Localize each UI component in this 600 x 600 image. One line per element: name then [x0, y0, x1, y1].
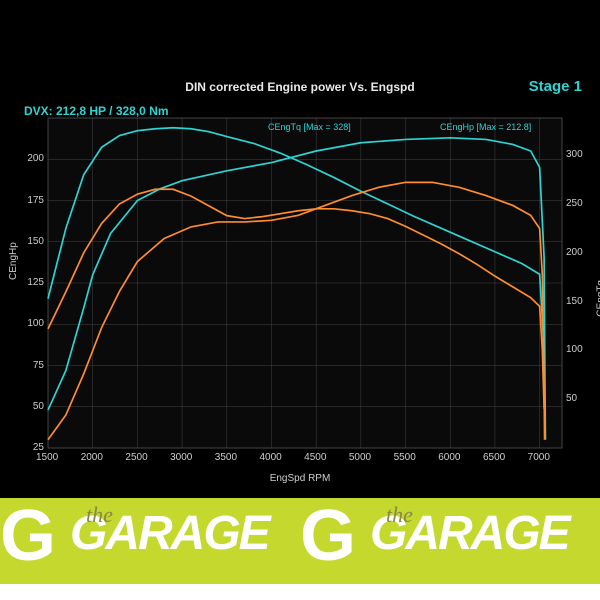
x-axis-label: EngSpd RPM [0, 473, 600, 484]
y-right-tick: 150 [566, 296, 583, 307]
y-left-tick: 125 [27, 277, 44, 288]
y-left-tick: 25 [33, 442, 44, 453]
x-tick: 6500 [483, 452, 505, 463]
logo-g-icon: G [0, 500, 56, 572]
garage-logo: GGARAGEthe [0, 498, 300, 584]
plot-area [0, 96, 600, 498]
series-annotation: CEngTq [Max = 328] [268, 122, 351, 132]
y-left-tick: 150 [27, 236, 44, 247]
x-tick: 7000 [528, 452, 550, 463]
y-left-tick: 75 [33, 360, 44, 371]
x-tick: 3500 [215, 452, 237, 463]
logo-g-icon: G [300, 500, 356, 572]
x-tick: 4500 [304, 452, 326, 463]
footer-banner: GGARAGEtheGGARAGEthe [0, 498, 600, 584]
y-left-tick: 100 [27, 318, 44, 329]
y-right-tick: 250 [566, 198, 583, 209]
y-right-tick: 100 [566, 344, 583, 355]
x-tick: 5000 [349, 452, 371, 463]
dyno-chart-panel: DIN corrected Engine power Vs. Engspd St… [0, 0, 600, 498]
x-tick: 2500 [125, 452, 147, 463]
y-right-tick: 200 [566, 247, 583, 258]
series-annotation: CEngHp [Max = 212.8] [440, 122, 531, 132]
x-tick: 4000 [259, 452, 281, 463]
x-tick: 1500 [36, 452, 58, 463]
y-left-tick: 175 [27, 195, 44, 206]
logo-the-text: the [386, 502, 413, 528]
y-right-tick: 50 [566, 393, 577, 404]
y-axis-left-label: CEngHp [8, 242, 19, 280]
y-axis-right-label: CEngTq [596, 280, 600, 317]
chart-title: DIN corrected Engine power Vs. Engspd [0, 80, 600, 94]
dyno-plot-svg [0, 96, 600, 464]
x-tick: 5500 [394, 452, 416, 463]
y-left-tick: 200 [27, 153, 44, 164]
x-tick: 6000 [438, 452, 460, 463]
y-right-tick: 300 [566, 149, 583, 160]
stage-label: Stage 1 [529, 78, 582, 95]
logo-the-text: the [86, 502, 113, 528]
x-tick: 2000 [81, 452, 103, 463]
y-left-tick: 50 [33, 401, 44, 412]
garage-logo: GGARAGEthe [300, 498, 600, 584]
x-tick: 3000 [170, 452, 192, 463]
